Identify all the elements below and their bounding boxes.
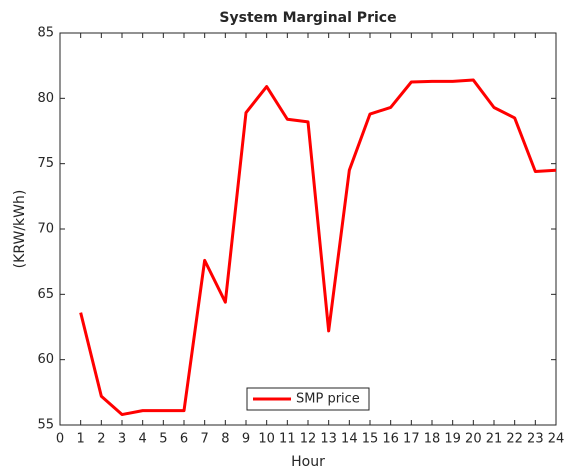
y-tick-label: 85 [37,26,54,41]
y-tick-label: 75 [37,156,54,171]
x-tick-label: 20 [465,432,482,447]
x-tick-label: 13 [320,432,337,447]
x-tick-label: 19 [444,432,461,447]
x-tick-label: 14 [341,432,358,447]
x-tick-label: 18 [424,432,441,447]
y-tick-label: 80 [37,91,54,106]
x-tick-label: 10 [258,432,275,447]
line-series [79,78,557,417]
legend-box [246,387,370,411]
x-tick-label: 24 [548,432,565,447]
y-tick-label: 60 [37,352,54,367]
x-tick-label: 21 [486,432,503,447]
legend-label: SMP price [296,392,360,407]
x-tick-label: 3 [118,432,126,447]
x-tick-label: 22 [506,432,523,447]
x-tick-label: 15 [362,432,379,447]
x-tick-label: 12 [300,432,317,447]
x-tick-label: 7 [201,432,209,447]
x-tick-label: 6 [180,432,188,447]
y-tick-label: 65 [37,287,54,302]
x-tick-label: 17 [403,432,420,447]
x-tick-label: 16 [382,432,399,447]
x-tick-label: 5 [159,432,167,447]
x-tick-label: 8 [221,432,229,447]
x-tick-label: 4 [139,432,147,447]
x-axis-label: Hour [291,454,325,470]
x-tick-label: 23 [527,432,544,447]
y-tick-label: 55 [37,418,54,433]
x-tick-label: 9 [242,432,250,447]
x-tick-label: 11 [279,432,296,447]
x-tick-label: 2 [97,432,105,447]
y-tick-label: 70 [37,222,54,237]
y-axis-label: (KRW/kWh) [12,190,28,269]
x-tick-label: 0 [56,432,64,447]
chart-title: System Marginal Price [219,10,396,26]
x-tick-label: 1 [77,432,85,447]
